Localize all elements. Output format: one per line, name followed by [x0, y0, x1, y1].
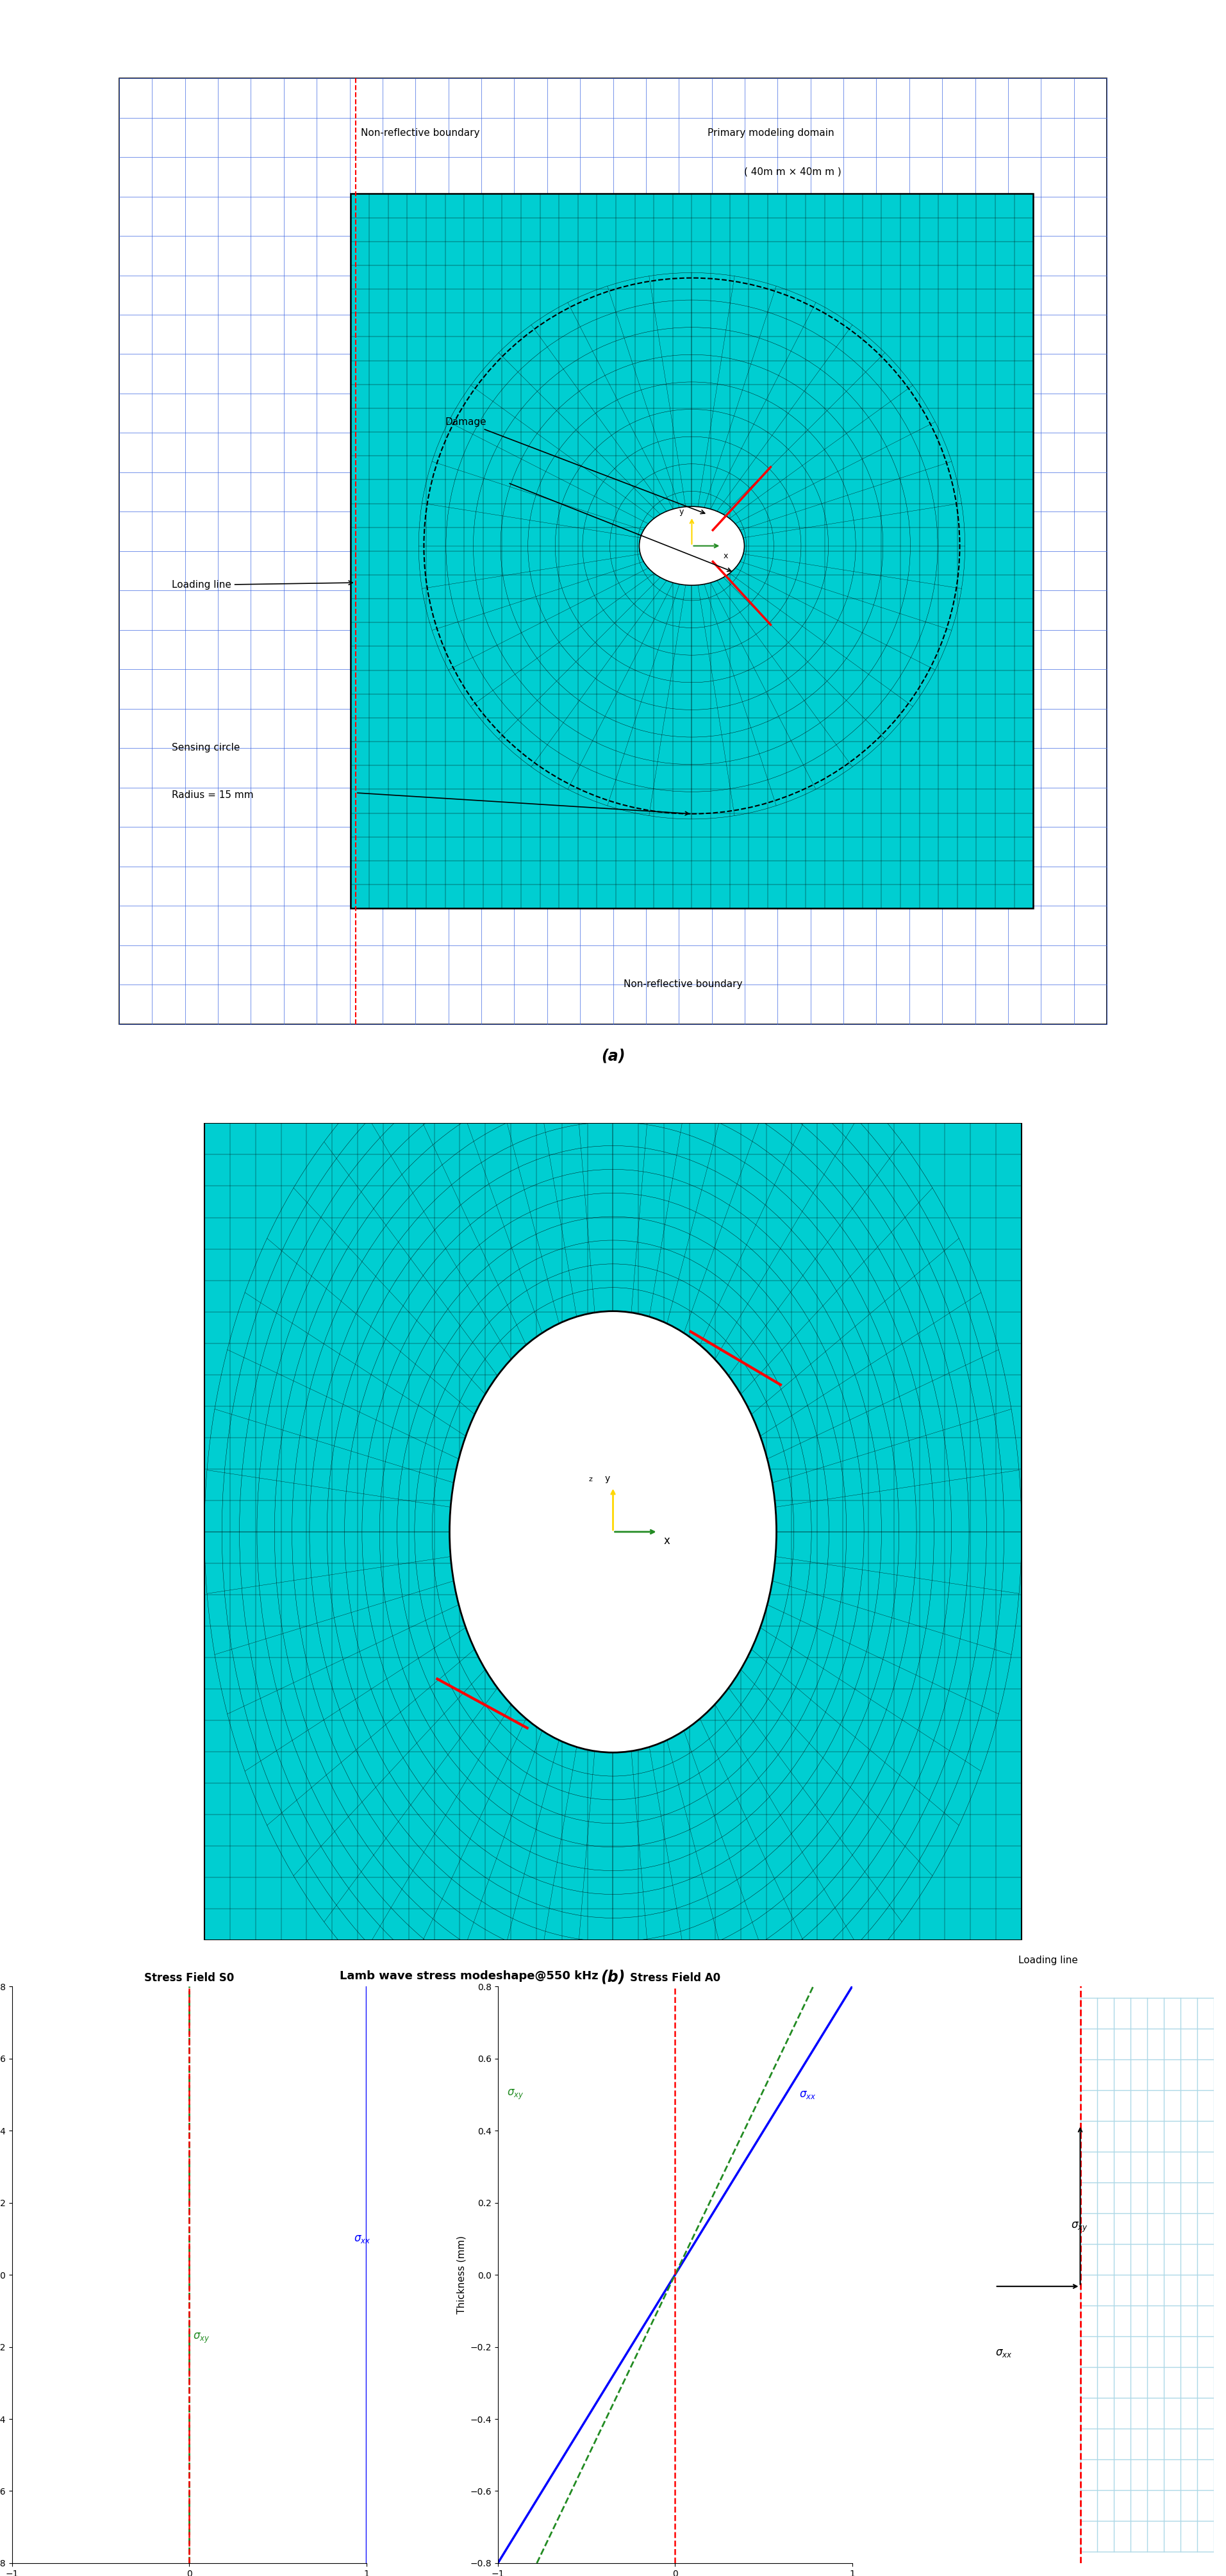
Text: (b): (b): [601, 1968, 625, 1984]
Text: Damage: Damage: [445, 417, 705, 513]
Text: Sensing circle: Sensing circle: [172, 742, 240, 752]
Y-axis label: Thickness (mm): Thickness (mm): [457, 2236, 467, 2313]
Text: Loading line: Loading line: [1018, 1955, 1078, 1965]
Text: x: x: [723, 551, 728, 562]
Text: x: x: [663, 1535, 669, 1546]
Text: $\sigma_{xy}$: $\sigma_{xy}$: [506, 2089, 524, 2102]
Bar: [205, 1123, 1021, 1940]
Text: $\sigma_{xy}$: $\sigma_{xy}$: [192, 2331, 210, 2344]
Text: Loading line: Loading line: [172, 580, 353, 590]
Text: y: y: [604, 1473, 611, 1484]
Text: $\sigma_{xy}$: $\sigma_{xy}$: [1072, 2221, 1087, 2233]
Bar: [351, 193, 1034, 909]
Text: ( 40m m × 40m m ): ( 40m m × 40m m ): [744, 167, 841, 178]
Title: Stress Field S0: Stress Field S0: [145, 1973, 234, 1984]
Text: $\sigma_{xx}$: $\sigma_{xx}$: [354, 2233, 371, 2244]
Text: (a): (a): [601, 1048, 625, 1064]
Text: Radius = 15 mm: Radius = 15 mm: [172, 791, 254, 801]
Text: z: z: [588, 1476, 592, 1481]
Text: $\sigma_{xx}$: $\sigma_{xx}$: [799, 2089, 815, 2099]
Text: Non-reflective boundary: Non-reflective boundary: [360, 129, 479, 139]
Text: Non-reflective boundary: Non-reflective boundary: [624, 979, 743, 989]
Text: y: y: [679, 507, 684, 515]
Text: $\sigma_{xx}$: $\sigma_{xx}$: [996, 2347, 1011, 2360]
Text: Primary modeling domain: Primary modeling domain: [707, 129, 834, 139]
Title: Stress Field A0: Stress Field A0: [630, 1973, 720, 1984]
Text: Lamb wave stress modeshape@550 kHz: Lamb wave stress modeshape@550 kHz: [340, 1971, 598, 1981]
Ellipse shape: [450, 1311, 776, 1752]
Bar: [119, 77, 1107, 1025]
Ellipse shape: [639, 507, 744, 585]
